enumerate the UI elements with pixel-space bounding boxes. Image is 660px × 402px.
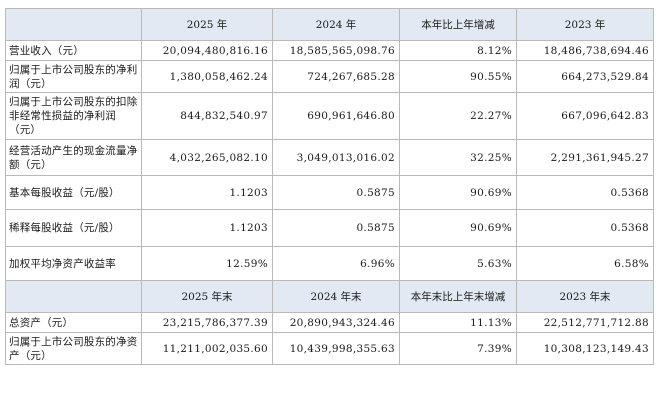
header-col-yoy-end-change: 本年末比上年末增减 bbox=[399, 280, 517, 313]
financial-summary-table: 2025 年 2024 年 本年比上年增减 2023 年 营业收入（元） 20,… bbox=[5, 8, 654, 365]
header-corner-cell bbox=[5, 8, 142, 41]
cell-value: 0.5368 bbox=[516, 175, 654, 210]
cell-value: 1.1203 bbox=[141, 209, 273, 247]
header-col-2024-end: 2024 年末 bbox=[272, 280, 400, 313]
table-row: 总资产（元） 23,215,786,377.39 20,890,943,324.… bbox=[5, 312, 654, 333]
cell-value: 724,267,685.28 bbox=[272, 60, 400, 93]
cell-change: 90.69% bbox=[399, 209, 517, 247]
cell-value: 6.58% bbox=[516, 246, 654, 281]
cell-value: 690,961,646.80 bbox=[272, 92, 400, 140]
header-corner-cell bbox=[5, 280, 142, 313]
cell-value: 1,380,058,462.24 bbox=[141, 60, 273, 93]
row-label-revenue: 营业收入（元） bbox=[5, 40, 142, 61]
cell-change: 90.55% bbox=[399, 60, 517, 93]
table-row: 归属于上市公司股东的扣除非经常性损益的净利润（元） 844,832,540.97… bbox=[5, 92, 654, 140]
header-col-2023: 2023 年 bbox=[516, 8, 654, 41]
table-row: 经营活动产生的现金流量净额（元） 4,032,265,082.10 3,049,… bbox=[5, 139, 654, 176]
cell-value: 844,832,540.97 bbox=[141, 92, 273, 140]
header-col-2025-end: 2025 年末 bbox=[141, 280, 273, 313]
header-col-2023-end: 2023 年末 bbox=[516, 280, 654, 313]
cell-value: 4,032,265,082.10 bbox=[141, 139, 273, 176]
cell-change: 32.25% bbox=[399, 139, 517, 176]
table-row: 归属于上市公司股东的净资产（元） 11,211,002,035.60 10,43… bbox=[5, 332, 654, 365]
table-row: 基本每股收益（元/股） 1.1203 0.5875 90.69% 0.5368 bbox=[5, 175, 654, 210]
header-col-yoy-change: 本年比上年增减 bbox=[399, 8, 517, 41]
row-label-total-assets: 总资产（元） bbox=[5, 312, 142, 333]
row-label-operating-cash-flow: 经营活动产生的现金流量净额（元） bbox=[5, 139, 142, 176]
cell-value: 22,512,771,712.88 bbox=[516, 312, 654, 333]
cell-value: 18,486,738,694.46 bbox=[516, 40, 654, 61]
row-label-net-assets: 归属于上市公司股东的净资产（元） bbox=[5, 332, 142, 365]
cell-value: 6.96% bbox=[272, 246, 400, 281]
row-label-diluted-eps: 稀释每股收益（元/股） bbox=[5, 209, 142, 247]
cell-value: 0.5875 bbox=[272, 209, 400, 247]
cell-value: 2,291,361,945.27 bbox=[516, 139, 654, 176]
cell-change: 8.12% bbox=[399, 40, 517, 61]
cell-change: 5.63% bbox=[399, 246, 517, 281]
row-label-weighted-roe: 加权平均净资产收益率 bbox=[5, 246, 142, 281]
cell-value: 23,215,786,377.39 bbox=[141, 312, 273, 333]
cell-change: 11.13% bbox=[399, 312, 517, 333]
cell-value: 20,890,943,324.46 bbox=[272, 312, 400, 333]
cell-value: 664,273,529.84 bbox=[516, 60, 654, 93]
cell-change: 22.27% bbox=[399, 92, 517, 140]
table-row: 稀释每股收益（元/股） 1.1203 0.5875 90.69% 0.5368 bbox=[5, 209, 654, 247]
row-label-basic-eps: 基本每股收益（元/股） bbox=[5, 175, 142, 210]
financial-summary-container: 2025 年 2024 年 本年比上年增减 2023 年 营业收入（元） 20,… bbox=[5, 8, 654, 365]
cell-value: 667,096,642.83 bbox=[516, 92, 654, 140]
cell-value: 12.59% bbox=[141, 246, 273, 281]
cell-value: 1.1203 bbox=[141, 175, 273, 210]
row-label-net-profit-deducted: 归属于上市公司股东的扣除非经常性损益的净利润（元） bbox=[5, 92, 142, 140]
cell-value: 10,439,998,355.63 bbox=[272, 332, 400, 365]
table-row: 归属于上市公司股东的净利润（元） 1,380,058,462.24 724,26… bbox=[5, 60, 654, 93]
cell-value: 3,049,013,016.02 bbox=[272, 139, 400, 176]
header-row-year-end: 2025 年末 2024 年末 本年末比上年末增减 2023 年末 bbox=[5, 280, 654, 313]
table-row: 加权平均净资产收益率 12.59% 6.96% 5.63% 6.58% bbox=[5, 246, 654, 281]
cell-value: 0.5875 bbox=[272, 175, 400, 210]
cell-value: 20,094,480,816.16 bbox=[141, 40, 273, 61]
cell-value: 0.5368 bbox=[516, 209, 654, 247]
cell-value: 18,585,565,098.76 bbox=[272, 40, 400, 61]
row-label-net-profit: 归属于上市公司股东的净利润（元） bbox=[5, 60, 142, 93]
header-col-2025: 2025 年 bbox=[141, 8, 273, 41]
cell-change: 90.69% bbox=[399, 175, 517, 210]
cell-value: 11,211,002,035.60 bbox=[141, 332, 273, 365]
cell-value: 10,308,123,149.43 bbox=[516, 332, 654, 365]
table-row: 营业收入（元） 20,094,480,816.16 18,585,565,098… bbox=[5, 40, 654, 61]
header-col-2024: 2024 年 bbox=[272, 8, 400, 41]
cell-change: 7.39% bbox=[399, 332, 517, 365]
header-row-annual: 2025 年 2024 年 本年比上年增减 2023 年 bbox=[5, 8, 654, 41]
